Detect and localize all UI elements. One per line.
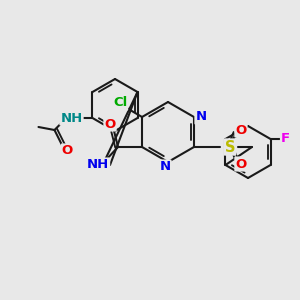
Text: F: F: [281, 133, 290, 146]
Text: O: O: [236, 158, 247, 170]
Text: NH: NH: [87, 158, 109, 172]
Text: O: O: [104, 118, 116, 130]
Text: S: S: [225, 140, 235, 154]
Text: Cl: Cl: [113, 97, 127, 110]
Text: NH: NH: [60, 112, 82, 124]
Text: O: O: [236, 124, 247, 136]
Text: N: N: [159, 160, 171, 173]
Text: O: O: [62, 145, 73, 158]
Text: N: N: [195, 110, 206, 124]
